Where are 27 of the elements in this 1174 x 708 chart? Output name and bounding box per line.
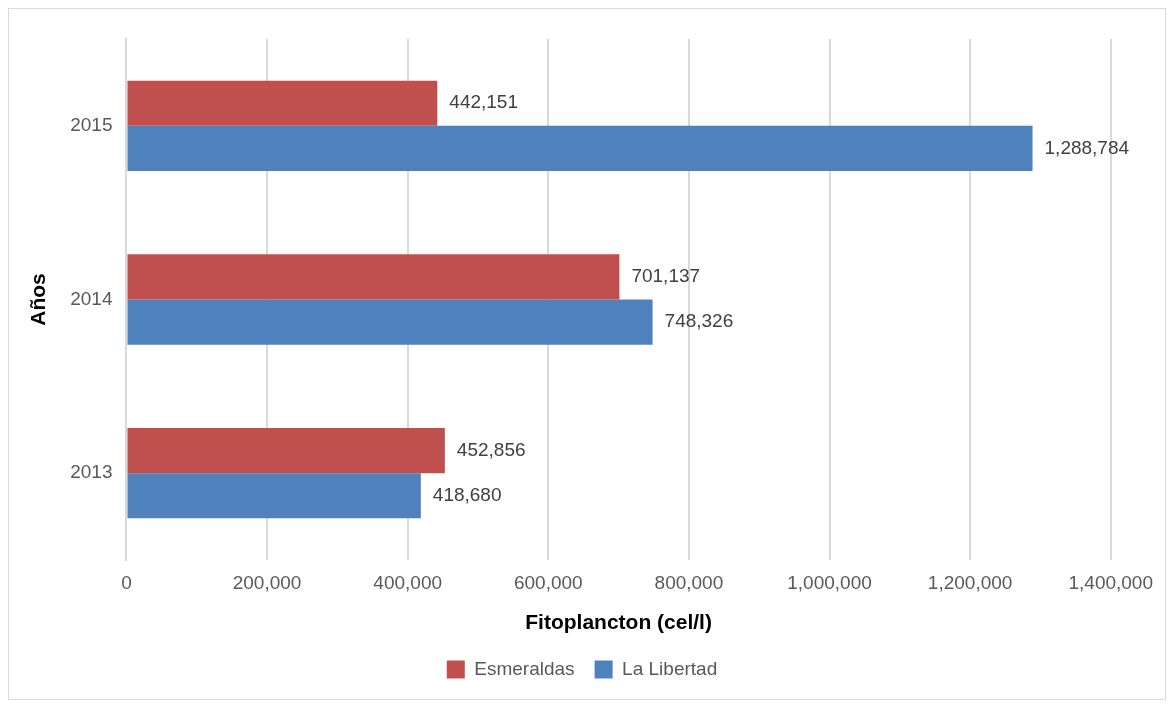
x-tick-label: 600,000 [513,571,583,593]
data-label: 442,151 [449,91,519,113]
data-label: 701,137 [631,265,701,287]
legend-label: La Libertad [622,657,718,679]
data-label: 1,288,784 [1044,136,1130,158]
legend-label: Esmeraldas [474,657,575,679]
bar [127,254,620,300]
bar [127,473,421,519]
x-tick-label: 800,000 [654,571,724,593]
x-tick-label: 1,400,000 [1068,571,1153,593]
data-label: 452,856 [456,438,526,460]
y-tick-label: 2014 [70,287,113,309]
data-label: 748,326 [664,310,734,332]
x-tick-label: 1,000,000 [787,571,872,593]
y-tick-label: 2013 [70,461,113,483]
bar [127,299,653,345]
bar [127,125,1033,171]
y-tick-label: 2015 [70,114,113,136]
x-tick-label: 0 [121,571,132,593]
x-tick-label: 1,200,000 [927,571,1013,593]
x-tick-label: 200,000 [232,571,302,593]
x-axis-title: Fitoplancton (cel/l) [525,610,712,634]
data-label: 418,680 [432,483,502,505]
y-axis-title: Años [26,273,50,326]
x-tick-label: 400,000 [373,571,443,593]
bar [127,80,438,126]
bar [127,428,445,474]
